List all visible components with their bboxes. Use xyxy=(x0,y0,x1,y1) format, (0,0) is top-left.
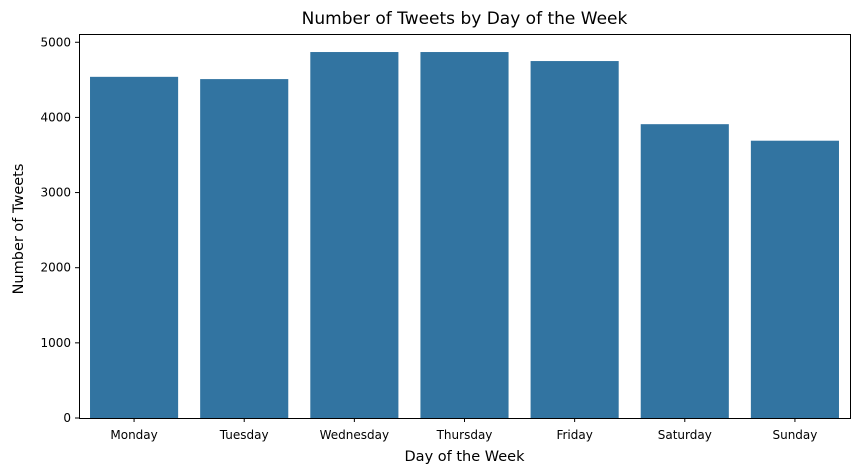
plot-frame xyxy=(79,34,851,419)
bar-monday xyxy=(90,76,179,419)
x-tick-label-thursday: Thursday xyxy=(436,428,493,442)
y-tick-label-3000: 3000 xyxy=(40,186,71,200)
x-tick-label-saturday: Saturday xyxy=(658,428,712,442)
bars-group xyxy=(90,52,839,419)
bar-wednesday xyxy=(310,52,399,419)
y-axis-label: Number of Tweets xyxy=(11,164,27,295)
bar-thursday xyxy=(420,52,509,419)
x-tick-label-friday: Friday xyxy=(556,428,592,442)
x-tick-label-wednesday: Wednesday xyxy=(320,428,389,442)
x-axis-ticks: Monday Tuesday Wednesday Thursday Friday Satu… xyxy=(110,418,817,442)
y-tick-label-0: 0 xyxy=(63,411,71,425)
x-tick-label-tuesday: Tuesday xyxy=(219,428,269,442)
bar-saturday xyxy=(640,124,729,419)
x-tick-label-sunday: Sunday xyxy=(772,428,817,442)
bar-friday xyxy=(530,61,619,419)
bar-tuesday xyxy=(200,79,289,418)
y-axis-ticks: 0 1000 2000 3000 4000 5000 xyxy=(40,35,79,425)
y-tick-label-1000: 1000 xyxy=(40,336,71,350)
y-tick-label-5000: 5000 xyxy=(40,35,71,49)
chart-title: Number of Tweets by Day of the Week xyxy=(302,9,628,29)
x-tick-label-monday: Monday xyxy=(110,428,157,442)
y-tick-label-4000: 4000 xyxy=(40,110,71,124)
x-axis-label: Day of the Week xyxy=(405,449,526,465)
bar-sunday xyxy=(750,140,839,418)
y-tick-label-2000: 2000 xyxy=(40,261,71,275)
